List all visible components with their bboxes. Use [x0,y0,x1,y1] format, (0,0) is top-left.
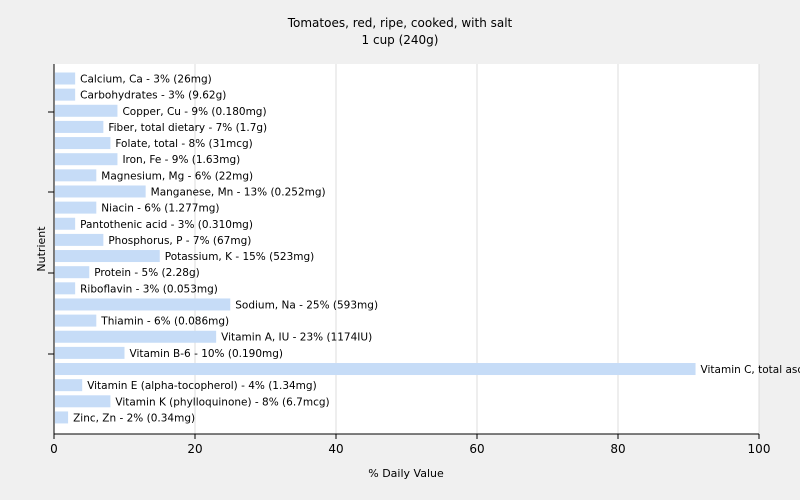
bar-label: Zinc, Zn - 2% (0.34mg) [73,412,195,424]
bar [55,201,97,214]
bars [55,72,696,424]
bar-label: Potassium, K - 15% (523mg) [165,251,315,263]
x-tick-label: 100 [748,442,771,456]
bar [55,185,146,198]
bar-label: Thiamin - 6% (0.086mg) [100,316,229,328]
bar-label: Sodium, Na - 25% (593mg) [235,299,378,311]
bar [55,104,118,117]
bar-label: Vitamin E (alpha-tocopherol) - 4% (1.34m… [87,380,317,392]
bar-label: Niacin - 6% (1.277mg) [101,203,219,215]
x-tick-label: 20 [187,442,202,456]
bar-label: Vitamin A, IU - 23% (1174IU) [221,332,372,344]
bar-label: Vitamin K (phylloquinone) - 8% (6.7mcg) [115,396,329,408]
bar-label: Copper, Cu - 9% (0.180mg) [122,106,266,118]
x-tick-label: 0 [50,442,58,456]
axes [53,64,759,435]
bar [55,363,696,376]
bar-label: Magnesium, Mg - 6% (22mg) [101,170,253,182]
chart-title: Tomatoes, red, ripe, cooked, with salt [287,16,513,30]
bar-label: Vitamin C, total ascorbic acid - 91% (54… [701,364,800,376]
bar-label: Pantothenic acid - 3% (0.310mg) [80,219,253,231]
bar-label: Folate, total - 8% (31mcg) [115,138,252,150]
x-tick-label: 80 [610,442,625,456]
bar [55,395,111,408]
bar [55,411,69,424]
bar [55,379,83,392]
bar-label: Carbohydrates - 3% (9.62g) [80,90,226,102]
y-axis-ticks [48,111,54,355]
bar [55,330,217,343]
bar-label: Phosphorus, P - 7% (67mg) [108,235,251,247]
bar [55,169,97,182]
bar-label: Vitamin B-6 - 10% (0.190mg) [130,348,284,360]
bar [55,88,76,101]
bar [55,72,76,85]
x-tick-label: 40 [328,442,343,456]
bar-label: Calcium, Ca - 3% (26mg) [80,74,212,86]
bar [55,282,76,295]
bar [55,346,125,359]
bar-label: Protein - 5% (2.28g) [94,267,200,279]
bar-label: Manganese, Mn - 13% (0.252mg) [151,186,326,198]
plot-background [54,64,759,434]
bar [55,298,231,311]
bar-label: Iron, Fe - 9% (1.63mg) [122,154,240,166]
bar-label: Riboflavin - 3% (0.053mg) [80,283,218,295]
bar [55,250,160,263]
bar [55,120,104,133]
x-axis-title: % Daily Value [368,467,444,480]
y-axis-title: Nutrient [35,226,48,272]
bar [55,266,90,279]
bar [55,137,111,150]
bar [55,314,97,327]
bar [55,233,104,246]
bar-label: Fiber, total dietary - 7% (1.7g) [108,122,267,134]
chart-subtitle: 1 cup (240g) [362,33,439,47]
bar [55,217,76,230]
x-tick-label: 60 [469,442,484,456]
bar-labels: Calcium, Ca - 3% (26mg) Carbohydrates - 3… [73,74,800,425]
bar [55,153,118,166]
x-axis-ticks: 0 20 40 60 80 100 [50,434,770,456]
